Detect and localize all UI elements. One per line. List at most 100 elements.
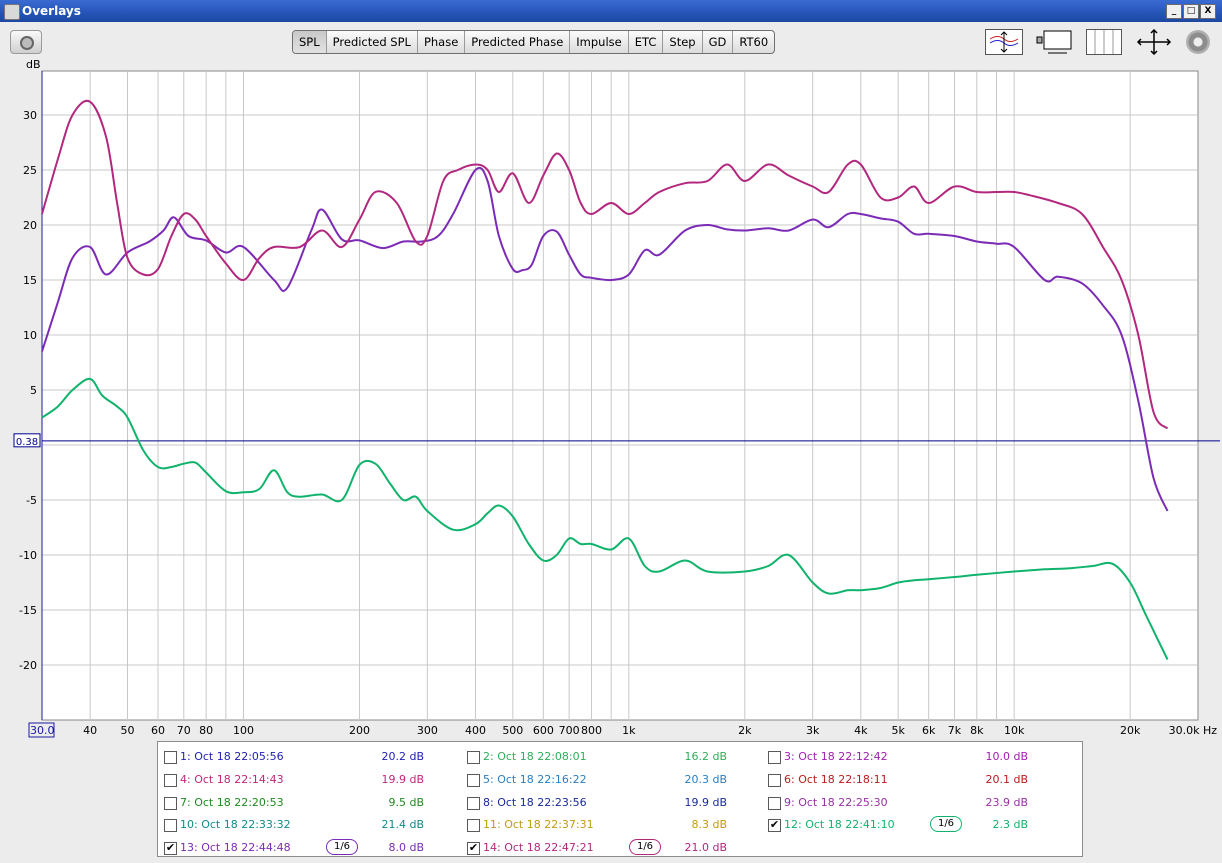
settings-gear-icon[interactable] bbox=[1186, 30, 1210, 54]
tab-phase[interactable]: Phase bbox=[418, 31, 466, 53]
x-tick-label: 2k bbox=[738, 724, 752, 737]
x-tick-label: 300 bbox=[417, 724, 438, 737]
plot-area[interactable]: 30 25 20 15 10 5 -5 -10 -15 -20 30.0 40 50 60 70 80 100 2… bbox=[0, 68, 1222, 744]
series-line bbox=[41, 166, 1169, 512]
legend-item[interactable]: 10: Oct 18 22:33:32 21.4 dB bbox=[164, 816, 464, 836]
x-tick-label: 20k bbox=[1120, 724, 1141, 737]
legend-item-label[interactable]: 4: Oct 18 22:14:43 bbox=[180, 772, 284, 786]
legend-checkbox[interactable] bbox=[164, 751, 177, 764]
window-layout-icon[interactable] bbox=[1036, 29, 1072, 54]
series-line bbox=[41, 99, 1169, 430]
legend-item[interactable]: 11: Oct 18 22:37:31 8.3 dB bbox=[467, 816, 767, 836]
x-tick-label: 800 bbox=[581, 724, 602, 737]
legend-item-value: 9.5 dB bbox=[388, 795, 424, 809]
legend-item-label[interactable]: 10: Oct 18 22:33:32 bbox=[180, 818, 291, 832]
y-tick-label: -5 bbox=[26, 494, 37, 507]
legend-checkbox[interactable] bbox=[768, 796, 781, 810]
legend-item[interactable]: 7: Oct 18 22:20:53 9.5 dB bbox=[164, 794, 464, 814]
legend-item-label[interactable]: 7: Oct 18 22:20:53 bbox=[180, 795, 284, 809]
camera-icon[interactable] bbox=[10, 30, 42, 54]
legend-item-value: 20.3 dB bbox=[684, 772, 727, 786]
x-tick-label: 80 bbox=[199, 724, 213, 737]
legend-item[interactable]: 1: Oct 18 22:05:56 20.2 dB bbox=[164, 748, 464, 768]
y-tick-label: 20 bbox=[23, 219, 37, 232]
title-bar: Overlays _ □ X bbox=[0, 0, 1222, 22]
legend-item-value: 8.3 dB bbox=[691, 818, 727, 832]
legend-item[interactable]: 9: Oct 18 22:25:30 23.9 dB bbox=[768, 794, 1068, 814]
tab-step[interactable]: Step bbox=[663, 31, 703, 53]
trace-arrange-icon[interactable] bbox=[985, 29, 1023, 55]
legend-item[interactable]: 5: Oct 18 22:16:22 20.3 dB bbox=[467, 771, 767, 791]
legend-item-label[interactable]: 14: Oct 18 22:47:21 bbox=[483, 841, 594, 855]
legend-item[interactable]: 4: Oct 18 22:14:43 19.9 dB bbox=[164, 771, 464, 791]
x-tick-label: 1k bbox=[622, 724, 636, 737]
legend-item[interactable]: ✔ 12: Oct 18 22:41:10 1/6 2.3 dB bbox=[768, 816, 1068, 836]
x-tick-label: 100 bbox=[233, 724, 254, 737]
tab-spl[interactable]: SPL bbox=[293, 31, 327, 53]
tab-etc[interactable]: ETC bbox=[629, 31, 664, 53]
plot-background bbox=[41, 70, 1199, 721]
tab-rt60[interactable]: RT60 bbox=[739, 35, 769, 49]
smoothing-badge[interactable]: 1/6 bbox=[629, 839, 661, 856]
y-tick-label: 15 bbox=[23, 274, 37, 287]
tab-impulse[interactable]: Impulse bbox=[570, 31, 629, 53]
x-tick-label: 8k bbox=[970, 724, 984, 737]
legend-item-label[interactable]: 5: Oct 18 22:16:22 bbox=[483, 772, 587, 786]
legend-item[interactable]: 8: Oct 18 22:23:56 19.9 dB bbox=[467, 794, 767, 814]
legend-checkbox[interactable] bbox=[768, 751, 781, 764]
y-tick-label: -15 bbox=[19, 604, 37, 617]
legend-item-value: 2.3 dB bbox=[992, 818, 1028, 832]
legend-item[interactable]: ✔ 14: Oct 18 22:47:21 1/6 21.0 dB bbox=[467, 839, 767, 859]
legend-item[interactable]: 2: Oct 18 22:08:01 16.2 dB bbox=[467, 748, 767, 768]
y-tick-label: -20 bbox=[19, 659, 37, 672]
legend-checkbox[interactable] bbox=[467, 796, 480, 810]
legend-item-value: 10.0 dB bbox=[985, 750, 1028, 763]
legend-item[interactable]: 3: Oct 18 22:12:42 10.0 dB bbox=[768, 748, 1068, 768]
legend-item-value: 16.2 dB bbox=[684, 750, 727, 763]
spl-chart[interactable]: 30 25 20 15 10 5 -5 -10 -15 -20 30.0 40 50 60 70 80 100 2… bbox=[0, 68, 1222, 741]
legend-item-value: 20.2 dB bbox=[381, 750, 424, 763]
legend-item-label[interactable]: 9: Oct 18 22:25:30 bbox=[784, 795, 888, 809]
legend-item-label[interactable]: 1: Oct 18 22:05:56 bbox=[180, 750, 284, 763]
tab-predicted-spl[interactable]: Predicted SPL bbox=[327, 31, 418, 53]
legend-checkbox[interactable]: ✔ bbox=[768, 818, 781, 833]
tab-gd[interactable]: GD bbox=[703, 31, 734, 53]
x-tick-label: 7k bbox=[948, 724, 962, 737]
fit-all-icon[interactable] bbox=[1136, 28, 1172, 56]
y-tick-label: 5 bbox=[30, 384, 37, 397]
maximize-button[interactable]: □ bbox=[1183, 4, 1199, 19]
legend-item-value: 23.9 dB bbox=[985, 795, 1028, 809]
legend-item-label[interactable]: 8: Oct 18 22:23:56 bbox=[483, 795, 587, 809]
legend-checkbox[interactable] bbox=[467, 819, 480, 833]
tab-predicted-phase[interactable]: Predicted Phase bbox=[465, 31, 571, 53]
legend-checkbox[interactable] bbox=[467, 751, 480, 764]
legend-item-label[interactable]: 11: Oct 18 22:37:31 bbox=[483, 818, 594, 832]
legend-item-label[interactable]: 3: Oct 18 22:12:42 bbox=[784, 750, 888, 763]
y-tick-label: -10 bbox=[19, 549, 37, 562]
legend-item[interactable]: ✔ 13: Oct 18 22:44:48 1/6 8.0 dB bbox=[164, 839, 464, 859]
y-tick-label: 30 bbox=[23, 109, 37, 122]
smoothing-badge[interactable]: 1/6 bbox=[930, 816, 962, 833]
legend-checkbox[interactable] bbox=[467, 773, 480, 787]
legend-item-label[interactable]: 6: Oct 18 22:18:11 bbox=[784, 772, 888, 786]
legend-item[interactable]: 6: Oct 18 22:18:11 20.1 dB bbox=[768, 771, 1068, 791]
minimize-button[interactable]: _ bbox=[1166, 4, 1182, 19]
legend-checkbox[interactable]: ✔ bbox=[164, 841, 177, 856]
legend-checkbox[interactable] bbox=[768, 773, 781, 787]
legend-checkbox[interactable]: ✔ bbox=[467, 841, 480, 856]
legend-panel: 1: Oct 18 22:05:56 20.2 dB 2: Oct 18 22:08… bbox=[157, 741, 1083, 857]
toolbar: dB SPL Predicted SPL Phase Predicted Pha… bbox=[0, 22, 1222, 71]
x-tick-label: 200 bbox=[349, 724, 370, 737]
y-axis-unit: dB bbox=[26, 58, 41, 71]
x-tick-label: 60 bbox=[151, 724, 165, 737]
grid-layout-icon[interactable] bbox=[1086, 29, 1122, 55]
legend-item-label[interactable]: 2: Oct 18 22:08:01 bbox=[483, 750, 587, 763]
legend-item-label[interactable]: 12: Oct 18 22:41:10 bbox=[784, 818, 895, 832]
legend-checkbox[interactable] bbox=[164, 796, 177, 810]
x-tick-label: 50 bbox=[120, 724, 134, 737]
legend-checkbox[interactable] bbox=[164, 819, 177, 833]
close-button[interactable]: X bbox=[1200, 4, 1216, 19]
legend-checkbox[interactable] bbox=[164, 773, 177, 787]
smoothing-badge[interactable]: 1/6 bbox=[326, 839, 358, 856]
legend-item-label[interactable]: 13: Oct 18 22:44:48 bbox=[180, 841, 291, 855]
